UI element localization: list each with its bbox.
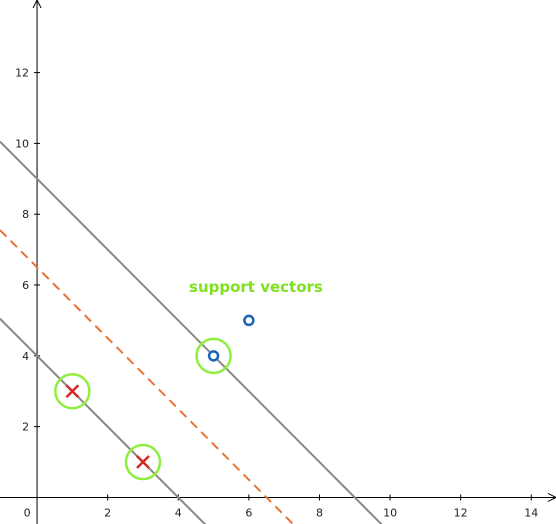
x-tick-label: 4 bbox=[175, 506, 182, 519]
data-points bbox=[65, 314, 255, 469]
x-marker-stroke bbox=[136, 455, 150, 469]
decision-lines bbox=[0, 140, 383, 524]
o-marker-point bbox=[243, 314, 255, 327]
decision-boundary-line bbox=[0, 229, 295, 524]
y-tick-label: 6 bbox=[22, 279, 29, 292]
y-axis-arrow bbox=[32, 0, 42, 9]
x-marker-point bbox=[136, 455, 150, 469]
y-tick-label: 2 bbox=[22, 421, 29, 434]
x-tick-label: 6 bbox=[245, 506, 252, 519]
x-marker-point bbox=[65, 384, 80, 399]
x-tick-label: 14 bbox=[524, 506, 538, 519]
x-tick-label: 0 bbox=[24, 506, 31, 519]
support-vectors-label: support vectors bbox=[189, 278, 323, 296]
margin-line bbox=[0, 317, 207, 524]
x-tick-label: 2 bbox=[104, 506, 111, 519]
support-vector-circle bbox=[54, 372, 91, 410]
support-vector-circle bbox=[124, 443, 162, 481]
y-tick-label: 8 bbox=[22, 208, 29, 221]
o-marker-point bbox=[207, 350, 220, 362]
support-vector-circle bbox=[195, 337, 232, 375]
x-tick-label: 8 bbox=[316, 506, 323, 519]
y-tick-label: 4 bbox=[22, 350, 29, 363]
x-axis-arrow bbox=[547, 492, 556, 502]
x-tick-label: 12 bbox=[454, 506, 468, 519]
margin-line bbox=[0, 140, 383, 524]
y-tick-label: 12 bbox=[15, 67, 29, 80]
support-vector-circles bbox=[54, 337, 232, 481]
x-marker-stroke bbox=[65, 384, 80, 399]
x-tick-label: 10 bbox=[383, 506, 397, 519]
y-tick-label: 10 bbox=[15, 137, 29, 150]
